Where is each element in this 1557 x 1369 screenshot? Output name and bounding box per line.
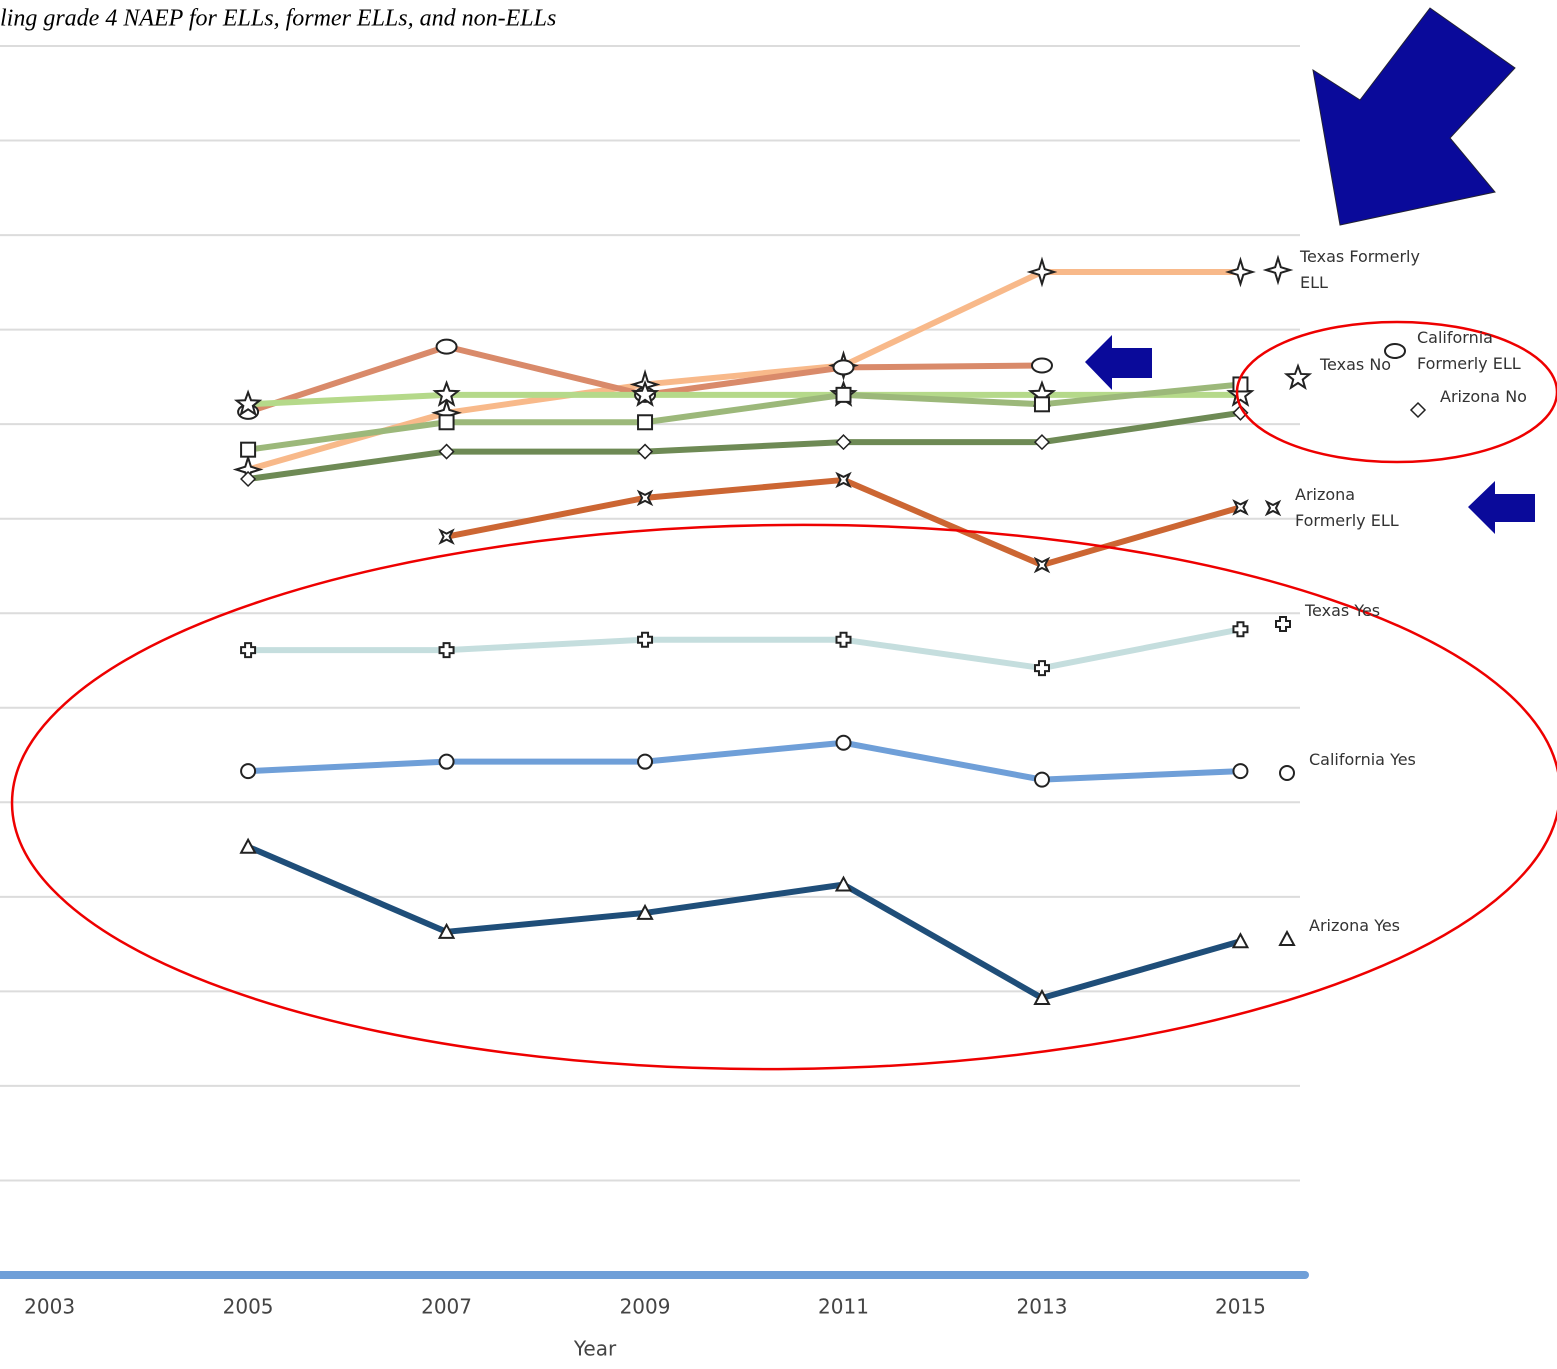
marker — [240, 642, 257, 659]
marker — [637, 631, 654, 648]
marker — [240, 470, 257, 488]
marker — [1283, 363, 1313, 391]
x-tick-label: 2003 — [24, 1295, 75, 1319]
marker — [835, 434, 852, 451]
marker — [438, 753, 455, 770]
x-tick-label: 2007 — [421, 1295, 472, 1319]
annotation-ellipse — [1235, 320, 1557, 464]
marker — [832, 359, 855, 376]
marker — [1262, 254, 1294, 286]
marker — [438, 443, 455, 460]
marker — [1033, 988, 1051, 1006]
marker — [1275, 616, 1291, 632]
series-line — [247, 381, 1241, 453]
marker — [1231, 932, 1250, 949]
legend-label: Texas No — [1320, 355, 1392, 374]
marker — [438, 642, 455, 659]
legend-label: California Yes — [1309, 750, 1416, 769]
legend-label: Texas Yes — [1305, 601, 1381, 620]
series-line — [247, 268, 1241, 473]
annotation-arrow — [1312, 7, 1516, 226]
marker — [1384, 343, 1406, 359]
marker — [1264, 499, 1282, 517]
x-tick-label: 2005 — [223, 1295, 274, 1319]
series-line — [445, 476, 1242, 569]
marker — [233, 389, 263, 417]
marker — [637, 753, 654, 770]
marker — [1033, 556, 1051, 574]
marker — [834, 875, 853, 892]
marker — [1232, 499, 1249, 516]
marker — [835, 471, 852, 489]
series-line — [247, 409, 1241, 482]
x-tick-label: 2009 — [620, 1295, 671, 1319]
marker — [637, 414, 654, 431]
x-tick-label: 2015 — [1215, 1295, 1266, 1319]
marker — [1030, 357, 1053, 374]
marker — [1033, 771, 1050, 788]
plot: 2003 2005 2007 2009 2011 2013 2015 — [0, 45, 1427, 1319]
marker — [240, 441, 257, 458]
marker — [1225, 256, 1256, 288]
marker — [432, 379, 461, 407]
marker — [630, 379, 660, 407]
marker — [240, 763, 257, 780]
x-tick-label: 2011 — [818, 1295, 869, 1319]
marker — [1232, 621, 1249, 638]
marker — [835, 386, 852, 403]
legend-label: Arizona Yes — [1309, 916, 1401, 935]
marker — [1033, 434, 1051, 451]
marker — [835, 631, 852, 648]
legend-label: Texas Formerly ELL — [1300, 247, 1420, 292]
marker — [835, 734, 852, 751]
marker — [636, 489, 654, 507]
marker — [438, 528, 455, 545]
annotation-ellipse — [10, 523, 1557, 1071]
marker — [437, 922, 456, 939]
marker — [636, 903, 654, 920]
chart-title: ling grade 4 NAEP for ELLs, former ELLs,… — [0, 6, 556, 32]
marker — [438, 414, 455, 431]
legend-label: Arizona Formerly ELL — [1295, 485, 1399, 530]
marker — [1026, 256, 1058, 288]
marker — [1232, 763, 1249, 780]
x-tick-label: 2013 — [1017, 1295, 1068, 1319]
series-line — [247, 391, 1241, 408]
marker — [239, 837, 257, 854]
series-line — [247, 739, 1241, 783]
annotation-arrow — [1085, 335, 1152, 390]
marker — [636, 443, 654, 460]
marker — [1279, 765, 1295, 781]
marker — [1278, 929, 1296, 946]
marker — [1033, 396, 1050, 413]
marker — [1033, 660, 1050, 677]
series-line — [246, 843, 1242, 1002]
x-axis-label: Year — [573, 1337, 617, 1361]
legend-label: California Formerly ELL — [1417, 328, 1521, 373]
annotation-arrow — [1468, 481, 1535, 534]
marker — [435, 338, 458, 355]
marker — [1409, 401, 1427, 419]
legend-label: Arizona No — [1440, 387, 1527, 406]
marker — [1232, 404, 1249, 421]
series-line — [248, 626, 1242, 672]
marker — [1226, 379, 1255, 407]
